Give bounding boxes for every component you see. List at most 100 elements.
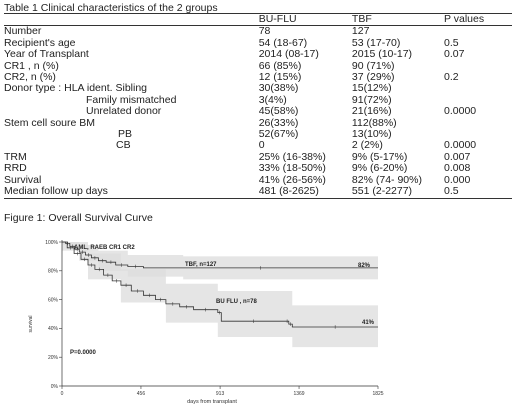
tbf-value: 551 (2-2277) bbox=[351, 185, 445, 199]
y-tick-label: 100% bbox=[45, 240, 58, 246]
x-tick-label: 1369 bbox=[293, 391, 304, 397]
survival-chart: 0% 20% 40% 60% 80% 100% 0 456 913 1369 1825 AML, R… bbox=[28, 240, 384, 405]
table-row: Number 78 127 bbox=[4, 26, 512, 38]
table-row: CB 0 2 (2%) 0.0000 bbox=[4, 139, 512, 152]
bu-flu-value: 481 (8-2625) bbox=[258, 185, 352, 199]
tbf-value: 15(12%) bbox=[351, 82, 392, 95]
bu-flu-value: 0 bbox=[258, 139, 265, 152]
bu-flu-value: 54 (18-67) bbox=[258, 36, 308, 49]
table-header-row: BU-FLU TBF P values bbox=[4, 12, 512, 27]
figure-caption: Figure 1: Overall Survival Curve bbox=[4, 212, 153, 224]
bu-flu-value: 52(67%) bbox=[258, 128, 299, 141]
p-value bbox=[444, 118, 512, 129]
tbf-value: 53 (17-70) bbox=[351, 36, 401, 49]
tbf-value: 90 (71%) bbox=[351, 59, 395, 72]
tbf-value: 112(88%) bbox=[351, 116, 397, 129]
p-value: 0.0000 bbox=[444, 105, 477, 118]
p-value: 0.5 bbox=[444, 185, 512, 199]
bu-flu-value: 30(38%) bbox=[258, 82, 299, 95]
bu-flu-value: 45(58%) bbox=[258, 105, 299, 118]
table-header-cell: BU-FLU bbox=[258, 12, 352, 27]
tbf-value: 13(10%) bbox=[351, 128, 392, 141]
p-value: 0.07 bbox=[444, 48, 465, 61]
table-row: Donor type : HLA ident. Sibling 30(38%) 15… bbox=[4, 82, 512, 95]
row-label: TRM bbox=[4, 150, 27, 163]
table-row: Recipient's age 54 (18-67) 53 (17-70) 0.5 bbox=[4, 36, 512, 49]
row-label: RRD bbox=[4, 162, 27, 175]
y-tick-label: 0% bbox=[51, 384, 59, 390]
row-label: Recipient's age bbox=[4, 36, 76, 49]
p-value: 0.008 bbox=[444, 162, 471, 175]
row-label: CR1 , n (%) bbox=[4, 59, 59, 72]
row-label: CR2, n (%) bbox=[4, 71, 56, 84]
x-tick-label: 1825 bbox=[372, 391, 383, 397]
bu-flu-value: 78 bbox=[258, 25, 271, 38]
series-end-label-tbf: 82% bbox=[358, 263, 371, 269]
p-value: 0.2 bbox=[444, 71, 459, 84]
series-label-buflu: BU FLU , n=78 bbox=[216, 299, 258, 305]
row-label: Number bbox=[4, 25, 42, 38]
row-label: CB bbox=[116, 139, 131, 152]
tbf-value: 82% (74- 90%) bbox=[351, 173, 422, 186]
bu-flu-value: 66 (85%) bbox=[258, 59, 302, 72]
table-row: TRM 25% (16-38%) 9% (5-17%) 0.007 bbox=[4, 150, 512, 163]
row-label: Unrelated donor bbox=[86, 105, 162, 118]
tbf-value: 9% (6-20%) bbox=[351, 162, 408, 175]
row-label: PB bbox=[118, 128, 133, 141]
p-value-annotation: P=0.0000 bbox=[70, 350, 97, 356]
tbf-value: 127 bbox=[351, 25, 370, 38]
bu-flu-value: 25% (16-38%) bbox=[258, 150, 326, 163]
x-tick-label: 456 bbox=[137, 391, 146, 397]
row-label: Stem cell soure BM bbox=[4, 116, 96, 129]
tbf-value: 91(72%) bbox=[351, 93, 392, 106]
y-axis-label: survival bbox=[28, 316, 34, 333]
bu-flu-value: 12 (15%) bbox=[258, 71, 302, 84]
row-label: Donor type : HLA ident. Sibling bbox=[4, 82, 148, 95]
p-value: 0.000 bbox=[444, 173, 471, 186]
row-label: Year of Transplant bbox=[4, 48, 89, 61]
y-tick-label: 40% bbox=[48, 326, 59, 332]
y-tick-label: 80% bbox=[48, 269, 59, 275]
table-row: PB 52(67%) 13(10%) bbox=[4, 128, 512, 141]
chart-title: AML, RAEB CR1 CR2 bbox=[74, 245, 135, 251]
survival-curve bbox=[62, 241, 378, 269]
bu-flu-value: 2014 (08-17) bbox=[258, 48, 319, 61]
p-value: 0.5 bbox=[444, 36, 459, 49]
tbf-value: 21(16%) bbox=[351, 105, 392, 118]
table-row: CR2, n (%) 12 (15%) 37 (29%) 0.2 bbox=[4, 71, 512, 84]
tbf-value: 9% (5-17%) bbox=[351, 150, 408, 163]
table-row: Family mismatched 3(4%) 91(72%) bbox=[4, 93, 512, 106]
table-row: CR1 , n (%) 66 (85%) 90 (71%) bbox=[4, 59, 512, 72]
survival-curve bbox=[62, 241, 378, 328]
series-end-label-buflu: 41% bbox=[362, 320, 375, 326]
series-label-tbf: TBF, n=127 bbox=[185, 262, 217, 268]
p-value bbox=[444, 83, 512, 94]
x-tick-label: 913 bbox=[216, 391, 225, 397]
table-row: Stem cell soure BM 26(33%) 112(88%) bbox=[4, 116, 512, 129]
row-label: Survival bbox=[4, 173, 42, 186]
table-header-cell bbox=[4, 12, 259, 27]
bu-flu-value: 33% (18-50%) bbox=[258, 162, 326, 175]
table-header-cell: TBF bbox=[351, 12, 445, 27]
y-tick-label: 60% bbox=[48, 297, 59, 303]
table-row: Median follow up days 481 (8-2625) 551 (2-… bbox=[4, 185, 512, 199]
table-row: Unrelated donor 45(58%) 21(16%) 0.0000 bbox=[4, 105, 512, 118]
tbf-value: 2 (2%) bbox=[351, 139, 383, 152]
tbf-value: 2015 (10-17) bbox=[351, 48, 413, 61]
table-row: Survival 41% (26-56%) 82% (74- 90%) 0.000 bbox=[4, 173, 512, 186]
confidence-band bbox=[62, 242, 378, 348]
tbf-value: 37 (29%) bbox=[351, 71, 395, 84]
bu-flu-value: 26(33%) bbox=[258, 116, 299, 129]
clinical-characteristics-table: BU-FLU TBF P values Number 78 127 Recipient's … bbox=[4, 12, 512, 199]
row-label: Family mismatched bbox=[86, 93, 177, 106]
row-label: Median follow up days bbox=[4, 185, 259, 199]
table-caption: Table 1 Clinical characteristics of the … bbox=[4, 2, 218, 14]
table-header-cell: P values bbox=[444, 12, 512, 27]
y-tick-label: 20% bbox=[48, 355, 59, 361]
table-row: RRD 33% (18-50%) 9% (6-20%) 0.008 bbox=[4, 162, 512, 175]
table-row: Year of Transplant 2014 (08-17) 2015 (10-1… bbox=[4, 48, 512, 61]
x-tick-label: 0 bbox=[61, 391, 64, 397]
bu-flu-value: 41% (26-56%) bbox=[258, 173, 326, 186]
bu-flu-value: 3(4%) bbox=[258, 93, 287, 106]
x-axis-label: days from transplant bbox=[187, 399, 237, 405]
